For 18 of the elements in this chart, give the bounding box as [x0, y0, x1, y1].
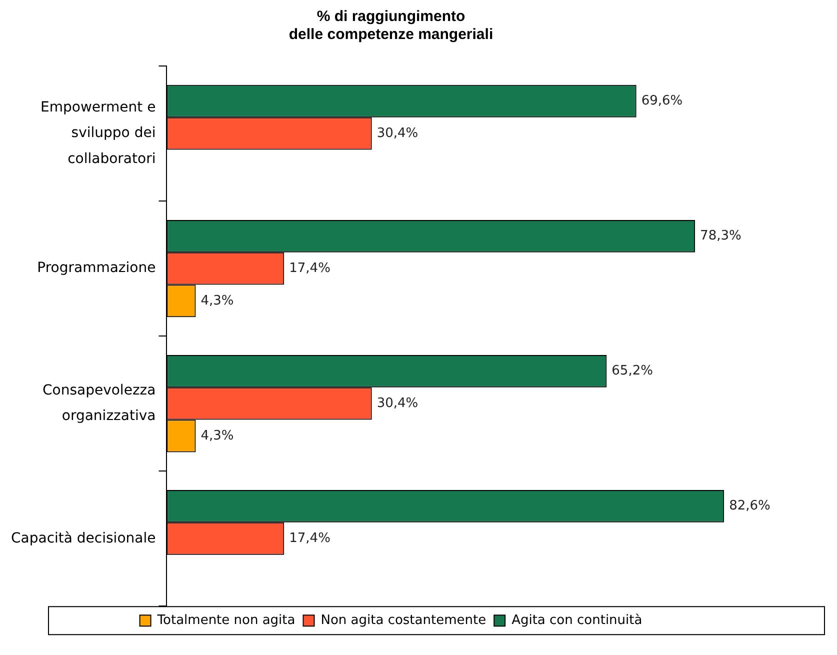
y-tick-label: Programmazione [37, 260, 156, 276]
data-label: 4,3% [200, 293, 234, 308]
data-label: 65,2% [612, 364, 653, 379]
y-tick-label: Capacità decisionale [11, 530, 156, 546]
data-label: 17,4% [289, 531, 330, 546]
data-label: 82,6% [729, 498, 770, 514]
legend-label: Agita con continuità [512, 613, 642, 628]
data-label: 69,6% [641, 93, 683, 108]
legend-label: Totalmente non agita [156, 613, 296, 628]
y-tick-label: Consapevolezza organizzativa [42, 382, 156, 424]
chart-title: % di raggiungimento delle competenze mangeriali [288, 8, 494, 44]
data-label: 17,4% [289, 260, 330, 276]
legend-label: Non agita costantemente [320, 613, 486, 628]
y-tick-label: Empowerment e sviluppo dei collaboratori [40, 99, 156, 168]
data-label: 4,3% [200, 428, 234, 444]
data-label: 78,3% [700, 228, 742, 244]
data-label: 30,4% [376, 396, 418, 411]
data-label: 30,4% [376, 126, 418, 141]
